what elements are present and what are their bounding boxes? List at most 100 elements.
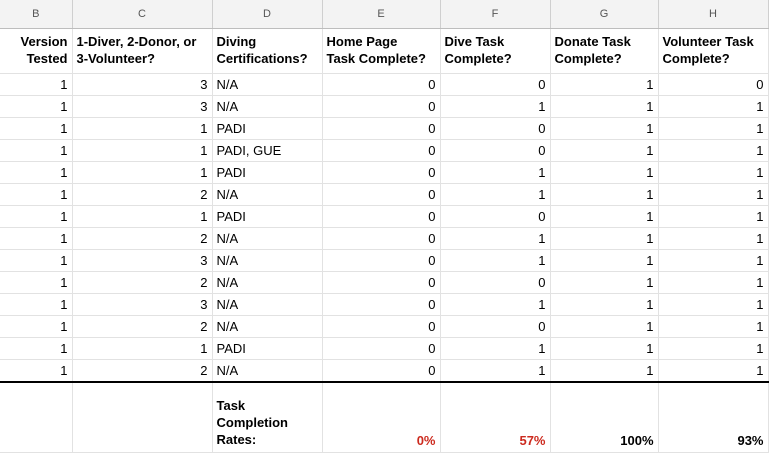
column-header-b[interactable]: B (0, 0, 73, 29)
volunteer-complete-cell[interactable]: 1 (658, 337, 769, 360)
home-complete-cell[interactable]: 0 (322, 315, 441, 338)
donate-complete-cell[interactable]: 1 (550, 293, 659, 316)
volunteer-complete-cell[interactable]: 1 (658, 161, 769, 184)
home-complete-cell[interactable]: 0 (322, 359, 441, 383)
certification-cell[interactable]: PADI (212, 337, 323, 360)
header-cell-role[interactable]: 1-Diver, 2-Donor, or 3-Volunteer? (72, 28, 213, 74)
version-cell[interactable]: 1 (0, 95, 73, 118)
donate-rate-cell[interactable]: 100% (550, 381, 659, 453)
certification-cell[interactable]: N/A (212, 227, 323, 250)
version-cell[interactable]: 1 (0, 227, 73, 250)
certification-cell[interactable]: N/A (212, 249, 323, 272)
header-cell-donate[interactable]: Donate Task Complete? (550, 28, 659, 74)
role-cell[interactable]: 2 (72, 227, 213, 250)
volunteer-complete-cell[interactable]: 1 (658, 249, 769, 272)
dive-complete-cell[interactable]: 0 (440, 117, 551, 140)
role-cell[interactable]: 2 (72, 315, 213, 338)
column-header-e[interactable]: E (322, 0, 441, 29)
donate-complete-cell[interactable]: 1 (550, 205, 659, 228)
volunteer-complete-cell[interactable]: 1 (658, 139, 769, 162)
role-cell[interactable]: 1 (72, 337, 213, 360)
donate-complete-cell[interactable]: 1 (550, 249, 659, 272)
home-complete-cell[interactable]: 0 (322, 73, 441, 96)
volunteer-complete-cell[interactable]: 1 (658, 117, 769, 140)
version-cell[interactable]: 1 (0, 205, 73, 228)
home-rate-cell[interactable]: 0% (322, 381, 441, 453)
dive-complete-cell[interactable]: 1 (440, 249, 551, 272)
version-cell[interactable]: 1 (0, 249, 73, 272)
dive-complete-cell[interactable]: 0 (440, 73, 551, 96)
certification-cell[interactable]: N/A (212, 359, 323, 383)
column-header-c[interactable]: C (72, 0, 213, 29)
version-cell[interactable]: 1 (0, 359, 73, 383)
column-header-f[interactable]: F (440, 0, 551, 29)
header-cell-certifications[interactable]: Diving Certifications? (212, 28, 323, 74)
certification-cell[interactable]: PADI (212, 161, 323, 184)
role-cell[interactable]: 1 (72, 161, 213, 184)
donate-complete-cell[interactable]: 1 (550, 73, 659, 96)
dive-complete-cell[interactable]: 0 (440, 139, 551, 162)
certification-cell[interactable]: N/A (212, 315, 323, 338)
header-cell-home[interactable]: Home Page Task Complete? (322, 28, 441, 74)
dive-complete-cell[interactable]: 1 (440, 95, 551, 118)
dive-complete-cell[interactable]: 0 (440, 205, 551, 228)
dive-complete-cell[interactable]: 1 (440, 293, 551, 316)
column-header-h[interactable]: H (658, 0, 769, 29)
certification-cell[interactable]: N/A (212, 271, 323, 294)
home-complete-cell[interactable]: 0 (322, 249, 441, 272)
version-cell[interactable]: 1 (0, 337, 73, 360)
version-cell[interactable]: 1 (0, 161, 73, 184)
volunteer-complete-cell[interactable]: 1 (658, 205, 769, 228)
donate-complete-cell[interactable]: 1 (550, 271, 659, 294)
role-cell[interactable]: 1 (72, 205, 213, 228)
version-cell[interactable]: 1 (0, 117, 73, 140)
home-complete-cell[interactable]: 0 (322, 95, 441, 118)
volunteer-complete-cell[interactable]: 0 (658, 73, 769, 96)
donate-complete-cell[interactable]: 1 (550, 315, 659, 338)
volunteer-rate-cell[interactable]: 93% (658, 381, 769, 453)
role-cell[interactable]: 3 (72, 95, 213, 118)
certification-cell[interactable]: PADI (212, 205, 323, 228)
certification-cell[interactable]: N/A (212, 73, 323, 96)
role-cell[interactable]: 3 (72, 249, 213, 272)
donate-complete-cell[interactable]: 1 (550, 139, 659, 162)
summary-empty-cell[interactable] (72, 381, 213, 453)
volunteer-complete-cell[interactable]: 1 (658, 315, 769, 338)
dive-complete-cell[interactable]: 0 (440, 271, 551, 294)
role-cell[interactable]: 3 (72, 293, 213, 316)
donate-complete-cell[interactable]: 1 (550, 337, 659, 360)
home-complete-cell[interactable]: 0 (322, 117, 441, 140)
volunteer-complete-cell[interactable]: 1 (658, 271, 769, 294)
version-cell[interactable]: 1 (0, 183, 73, 206)
role-cell[interactable]: 2 (72, 183, 213, 206)
home-complete-cell[interactable]: 0 (322, 227, 441, 250)
home-complete-cell[interactable]: 0 (322, 139, 441, 162)
home-complete-cell[interactable]: 0 (322, 183, 441, 206)
home-complete-cell[interactable]: 0 (322, 161, 441, 184)
role-cell[interactable]: 2 (72, 359, 213, 383)
version-cell[interactable]: 1 (0, 293, 73, 316)
donate-complete-cell[interactable]: 1 (550, 117, 659, 140)
header-cell-version[interactable]: Version Tested (0, 28, 73, 74)
dive-rate-cell[interactable]: 57% (440, 381, 551, 453)
dive-complete-cell[interactable]: 1 (440, 161, 551, 184)
volunteer-complete-cell[interactable]: 1 (658, 359, 769, 383)
version-cell[interactable]: 1 (0, 271, 73, 294)
home-complete-cell[interactable]: 0 (322, 205, 441, 228)
certification-cell[interactable]: PADI (212, 117, 323, 140)
header-cell-dive[interactable]: Dive Task Complete? (440, 28, 551, 74)
donate-complete-cell[interactable]: 1 (550, 359, 659, 383)
header-cell-volunteer[interactable]: Volunteer Task Complete? (658, 28, 769, 74)
donate-complete-cell[interactable]: 1 (550, 227, 659, 250)
role-cell[interactable]: 1 (72, 139, 213, 162)
certification-cell[interactable]: N/A (212, 293, 323, 316)
dive-complete-cell[interactable]: 1 (440, 337, 551, 360)
volunteer-complete-cell[interactable]: 1 (658, 227, 769, 250)
volunteer-complete-cell[interactable]: 1 (658, 183, 769, 206)
summary-empty-cell[interactable] (0, 381, 73, 453)
certification-cell[interactable]: PADI, GUE (212, 139, 323, 162)
role-cell[interactable]: 2 (72, 271, 213, 294)
summary-label-cell[interactable]: Task Completion Rates: (212, 381, 323, 453)
dive-complete-cell[interactable]: 0 (440, 315, 551, 338)
volunteer-complete-cell[interactable]: 1 (658, 293, 769, 316)
